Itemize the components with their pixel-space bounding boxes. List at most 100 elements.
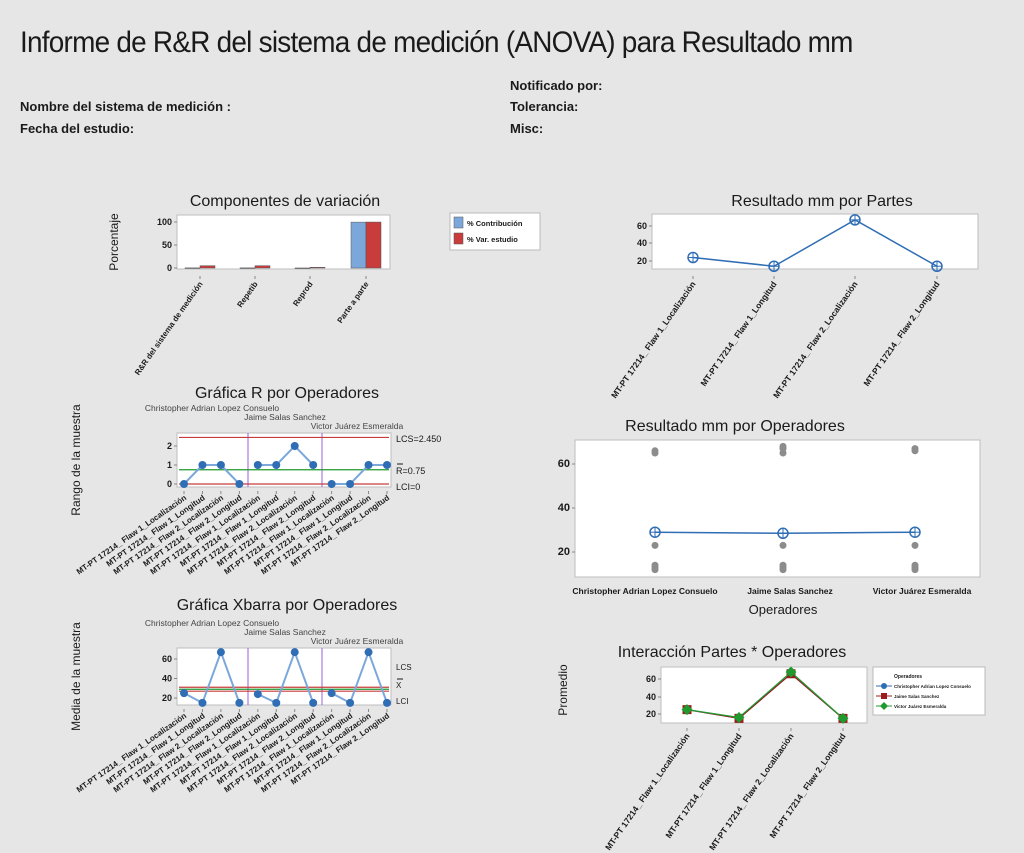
circle-marker	[327, 689, 336, 698]
crosshair-circle-marker	[931, 260, 943, 272]
fecha-estudio-label: Fecha del estudio:	[20, 121, 135, 136]
report-title: Informe de R&R del sistema de medición (…	[20, 26, 853, 59]
y-tick-label: 60	[646, 674, 656, 684]
plot-area	[651, 213, 979, 270]
components-of-variation-chart: Componentes de variación Porcentaje % Cont…	[107, 193, 541, 279]
legend-box	[449, 212, 541, 251]
circle-marker	[216, 648, 225, 657]
operator-tick-label: Jaime Salas Sanchez	[747, 586, 833, 596]
circle-marker	[253, 461, 262, 469]
y-tick-label: 20	[162, 693, 172, 703]
circle-marker	[272, 698, 281, 707]
circle-marker	[198, 698, 207, 707]
chart-title: Gráfica Xbarra por Operadores	[177, 597, 398, 614]
x-axis-label: Operadores	[749, 602, 818, 617]
y-axis-label: Rango de la muestra	[69, 404, 83, 516]
bar	[294, 267, 311, 269]
y-axis-label: Promedio	[556, 664, 570, 716]
operator-tick-label: Christopher Adrian Lopez Consuelo	[572, 586, 717, 596]
x-tick-label: MT-PT 17214_ Flaw 1_Localización	[603, 731, 692, 852]
data-point	[779, 561, 787, 569]
x-tick-label: MT-PT 17214_ Flaw 2_Localización	[771, 279, 860, 400]
y-tick-label: 2	[167, 441, 172, 451]
chart-title: Componentes de variación	[190, 193, 380, 210]
bar	[309, 267, 326, 269]
tolerancia-label: Tolerancia:	[510, 99, 579, 114]
series-line	[692, 219, 938, 268]
interaction-chart: Interacción Partes * Operadores Promedio O…	[556, 644, 986, 731]
nombre-sistema-label: Nombre del sistema de medición :	[20, 99, 231, 114]
legend-swatch	[453, 216, 464, 229]
series-line	[331, 464, 387, 485]
notificado-label: Notificado por:	[510, 78, 603, 93]
bar	[365, 221, 382, 269]
circle-marker	[272, 461, 281, 469]
x-tick-label: Repetib	[235, 280, 259, 309]
lcl-label: LCI=0	[396, 482, 420, 492]
bar	[184, 267, 201, 269]
plot-area	[660, 666, 868, 724]
operator-label: Christopher Adrian Lopez Consuelo	[145, 403, 279, 413]
chart-title: Gráfica R por Operadores	[195, 385, 379, 402]
x-tick-label: MT-PT 17214_ Flaw 1_Localización	[609, 279, 698, 400]
legend-label: Christopher Adrian Lopez Consuelo	[894, 684, 971, 689]
y-tick-label: 60	[558, 458, 570, 470]
bar	[350, 221, 367, 269]
series-line	[183, 464, 241, 485]
crosshair-circle-marker	[909, 526, 921, 538]
circle-marker	[309, 698, 318, 707]
y-tick-label: 60	[637, 221, 647, 231]
diamond-marker	[837, 712, 849, 724]
data-point	[651, 561, 659, 569]
y-tick-label: 40	[646, 692, 656, 702]
circle-marker	[327, 480, 336, 488]
y-tick-label: 20	[637, 256, 647, 266]
crosshair-circle-marker	[687, 251, 699, 264]
y-axis-label: Media de la muestra	[69, 622, 83, 731]
legend-label: % Var. estudio	[467, 235, 518, 244]
series-line	[257, 444, 314, 466]
legend-title: Operadores	[894, 674, 922, 680]
legend: % Contribución % Var. estudio	[449, 212, 541, 251]
data-point	[911, 541, 919, 549]
circle-marker	[346, 698, 355, 707]
square-marker	[881, 693, 887, 699]
operator-label: Jaime Salas Sanchez	[244, 627, 326, 637]
circle-marker	[881, 683, 887, 689]
plot-area	[176, 432, 392, 488]
circle-marker	[364, 461, 373, 469]
center-label: R=0.75	[396, 466, 425, 476]
crosshair-circle-marker	[649, 526, 661, 538]
y-tick-label: 0	[167, 479, 172, 489]
ucl-label: LCS	[396, 663, 412, 672]
circle-marker	[253, 690, 262, 699]
x-tick-label: R&R del sistema de medición	[133, 280, 205, 377]
legend-swatch	[453, 232, 464, 245]
x-tick-label: Reprod	[291, 280, 314, 308]
data-point	[911, 445, 919, 453]
operator-label: Christopher Adrian Lopez Consuelo	[145, 618, 279, 628]
ucl-label: LCS=2.450	[396, 434, 441, 444]
y-tick-label: 0	[167, 263, 172, 273]
data-point	[779, 442, 787, 450]
operator-label: Victor Juárez Esmeralda	[311, 636, 404, 646]
circle-marker	[364, 648, 373, 657]
crosshair-circle-marker	[849, 214, 861, 226]
r-chart-by-operators: Gráfica R por Operadores Rango de la mues…	[69, 385, 441, 516]
y-tick-label: 40	[162, 674, 172, 684]
circle-marker	[180, 689, 188, 698]
circle-marker	[309, 461, 318, 469]
data-point	[779, 541, 787, 549]
operator-label: Victor Juárez Esmeralda	[311, 421, 404, 431]
operator-tick-label: Victor Juárez Esmeralda	[873, 586, 972, 596]
diamond-marker	[733, 712, 745, 723]
circle-marker	[235, 698, 244, 707]
circle-marker	[235, 480, 244, 488]
y-axis-label: Porcentaje	[107, 213, 121, 271]
x-tick-label: MT-PT 17214_ Flaw 2_Localización	[707, 731, 796, 852]
bar	[254, 265, 271, 269]
y-tick-label: 100	[157, 217, 172, 227]
crosshair-circle-marker	[768, 260, 780, 272]
center-label: X	[396, 681, 402, 690]
